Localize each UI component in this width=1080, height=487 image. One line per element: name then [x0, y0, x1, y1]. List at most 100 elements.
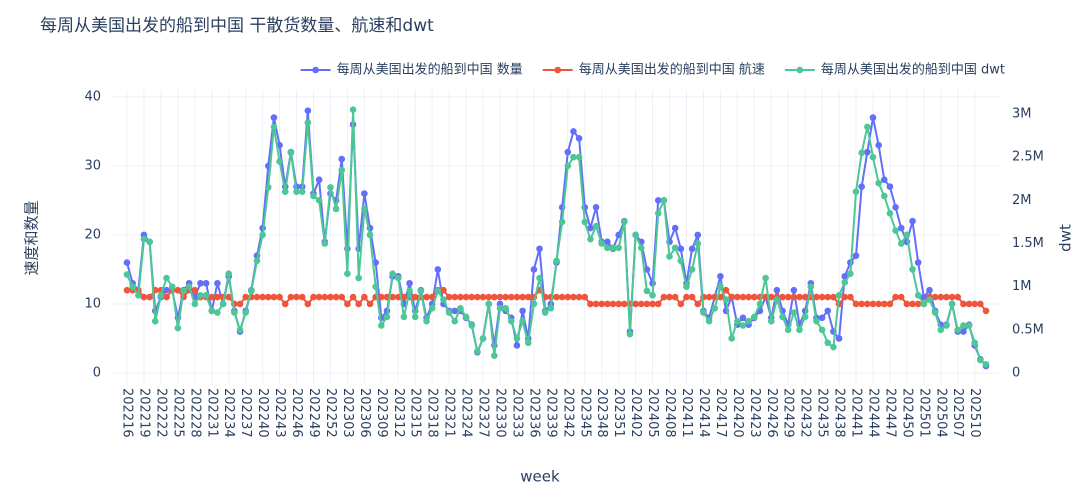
point [519, 307, 526, 315]
point [474, 293, 481, 301]
x-tick-label: 202327 [476, 388, 491, 438]
point [592, 204, 600, 211]
point [909, 300, 916, 308]
point [575, 153, 583, 161]
point [926, 286, 933, 294]
point [960, 300, 967, 308]
point [824, 307, 832, 315]
point [807, 283, 815, 290]
point [756, 300, 764, 308]
point [801, 293, 809, 301]
x-tick-label: 202231 [204, 388, 219, 438]
point [813, 293, 820, 301]
point [671, 224, 679, 232]
point [496, 304, 504, 312]
point [677, 245, 685, 253]
point [575, 135, 583, 142]
y-axis-title: 速度和数量 [23, 200, 41, 275]
point [208, 307, 216, 315]
point [281, 300, 289, 308]
point [304, 300, 312, 308]
point [361, 205, 368, 213]
legend-label: 每周从美国出发的船到中国 数量 [337, 62, 523, 78]
y-tick-label: 30 [84, 158, 101, 173]
legend-item: 每周从美国出发的船到中国 数量 [300, 62, 523, 78]
legend-label: 每周从美国出发的船到中国 dwt [821, 62, 1005, 78]
x-tick-label: 202330 [492, 388, 507, 438]
point [903, 300, 911, 308]
x-tick-label: 202225 [170, 388, 185, 438]
x-tick-label: 202306 [357, 388, 372, 438]
point [225, 270, 233, 278]
point [411, 293, 419, 301]
point [191, 286, 199, 294]
point [389, 293, 396, 301]
point [587, 300, 594, 308]
point [869, 300, 877, 308]
point [564, 148, 572, 156]
point [378, 322, 385, 329]
point [830, 343, 837, 351]
x-tick-label: 202240 [255, 388, 270, 438]
x-tick-label: 202420 [730, 388, 745, 438]
point [615, 244, 622, 252]
point [734, 293, 741, 301]
point [197, 279, 204, 287]
point [750, 313, 758, 321]
point [236, 300, 244, 308]
point [762, 274, 769, 282]
point [671, 244, 679, 252]
point [897, 224, 905, 232]
point [920, 293, 928, 301]
point [485, 293, 492, 301]
point [982, 361, 990, 368]
x-tick-label: 202447 [882, 388, 897, 438]
point [327, 184, 334, 191]
point [570, 293, 577, 301]
point [790, 286, 798, 294]
point [536, 274, 543, 282]
point [677, 257, 685, 265]
y-tick-label: 10 [84, 296, 101, 311]
x-tick-label: 202333 [509, 388, 524, 438]
point [253, 257, 261, 265]
point [491, 352, 498, 360]
point [406, 287, 413, 295]
point [914, 291, 922, 299]
point [666, 293, 673, 301]
x-tick-label: 202402 [628, 388, 643, 438]
point [191, 300, 199, 308]
point [394, 274, 402, 282]
point [445, 293, 453, 301]
point [349, 293, 357, 301]
point [790, 309, 798, 316]
y-tick-label: 0 [93, 365, 101, 380]
point [654, 197, 662, 204]
point [197, 291, 204, 299]
point [632, 231, 639, 239]
point [931, 293, 939, 301]
x-tick-label: 202219 [136, 388, 151, 438]
point [909, 217, 916, 225]
x-tick-label: 202348 [594, 388, 609, 438]
y2-tick-label: 0.5M [1012, 322, 1044, 337]
point [338, 155, 346, 163]
point [423, 293, 430, 301]
point [174, 324, 182, 332]
point [553, 257, 560, 265]
point [264, 184, 272, 191]
point [185, 283, 193, 290]
x-tick-label: 202429 [781, 388, 796, 438]
x-axis-title: week [520, 468, 560, 486]
legend-marker [312, 66, 319, 74]
x-tick-label: 202309 [374, 388, 389, 438]
point [886, 209, 894, 217]
point [259, 231, 266, 239]
point [293, 188, 300, 195]
point [886, 300, 894, 308]
point [315, 293, 323, 301]
point [604, 300, 611, 308]
point [660, 293, 668, 301]
point [654, 300, 662, 308]
point [547, 304, 555, 312]
